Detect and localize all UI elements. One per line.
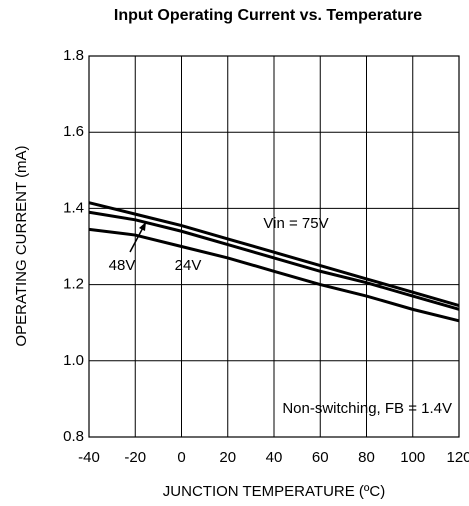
y-tick-label: 1.2 xyxy=(63,276,84,293)
series-label: Vin = 75V xyxy=(263,215,328,232)
series-line xyxy=(88,227,460,323)
y-tick-label: 1.6 xyxy=(63,123,84,140)
y-tick-label: 1.0 xyxy=(63,352,84,369)
y-tick-label: 1.8 xyxy=(63,47,84,64)
x-tick-label: 100 xyxy=(400,449,425,466)
annotation: Non-switching, FB = 1.4V xyxy=(282,400,452,417)
series-line xyxy=(88,201,460,307)
x-tick-label: 0 xyxy=(177,449,185,466)
series-label: 24V xyxy=(175,257,202,274)
x-tick-label: 80 xyxy=(358,449,375,466)
x-tick-label: -20 xyxy=(124,449,146,466)
chart-title: Input Operating Current vs. Temperature xyxy=(114,7,422,24)
series-label: 48V xyxy=(109,257,136,274)
x-tick-label: 60 xyxy=(312,449,329,466)
series-line xyxy=(88,210,460,311)
x-tick-label: 20 xyxy=(219,449,236,466)
y-tick-label: 0.8 xyxy=(63,428,84,445)
y-axis-label: OPERATING CURRENT (mA) xyxy=(13,145,30,346)
x-axis-label: JUNCTION TEMPERATURE (ºC) xyxy=(163,483,385,500)
arrow-head xyxy=(139,222,146,231)
x-tick-label: 120 xyxy=(446,449,469,466)
x-tick-label: 40 xyxy=(266,449,283,466)
y-tick-label: 1.4 xyxy=(63,199,84,216)
x-tick-label: -40 xyxy=(78,449,100,466)
